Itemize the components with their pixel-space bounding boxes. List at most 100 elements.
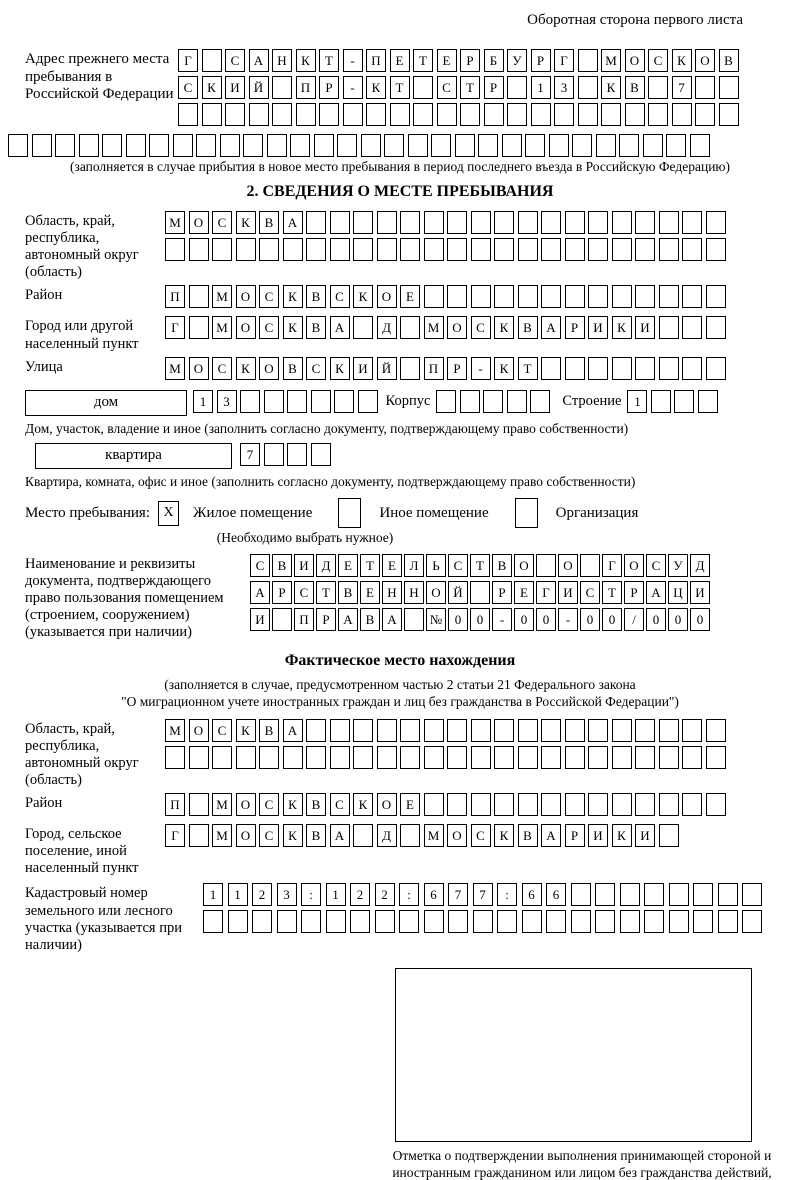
char-cell [400,718,420,742]
char-cell [276,910,297,934]
char-cell [521,910,542,934]
char-cell [472,910,493,934]
char-cell [407,134,428,157]
char-cell [717,883,738,907]
char-cell: 3 [216,389,237,413]
char-cell [447,745,467,769]
char-cell [682,238,702,261]
char-cell [611,793,632,817]
char-cell [325,910,346,934]
char-cell: Т [389,76,410,99]
char-cell [705,793,726,817]
char-cell [494,745,514,769]
char-cell [400,824,420,848]
char-cell: Г [178,49,198,72]
char-cell: 1 [193,389,213,413]
char-cell: Е [514,581,534,605]
char-cell [611,285,632,309]
char-cell: 1 [227,883,248,907]
char-cell [682,316,702,340]
char-cell [178,103,198,126]
char-cell: К [611,824,632,848]
char-cell [658,745,679,769]
char-cell: В [282,356,303,380]
char-cell [460,103,480,126]
char-cell [517,238,538,261]
char-cell [459,389,480,413]
char-cell [517,745,538,769]
char-cell [313,134,334,157]
char-cell [448,910,468,934]
char-cell [400,356,420,380]
char-cell: А [329,824,350,848]
mesto-label: Место пребывания: [25,504,150,521]
char-cell [588,356,608,380]
char-cell [259,238,279,261]
char-cell: 2 [374,883,395,907]
char-cell [588,238,608,261]
char-cell: Р [624,581,644,605]
char-cell: И [250,608,270,632]
char-cell [423,238,444,261]
char-cell: С [212,211,232,234]
char-cell [102,134,122,157]
char-cell [577,76,598,99]
char-cell [635,718,655,742]
char-cell: О [447,316,467,340]
char-cell: А [338,608,358,632]
char-cell [431,134,451,157]
char-cell [212,745,232,769]
fact-title: Фактическое место нахождения [284,651,516,669]
char-cell [470,718,491,742]
char-cell [165,745,185,769]
char-cell: Ц [668,581,688,605]
char-cell [577,103,598,126]
char-cell [705,718,726,742]
char-cell: В [306,316,326,340]
char-cell: С [646,554,666,578]
char-cell [705,356,726,380]
char-cell: К [494,316,514,340]
char-cell: К [295,49,316,72]
char-cell [188,824,209,848]
char-cell [282,238,303,261]
char-cell [695,103,715,126]
char-cell [212,238,232,261]
fact-oblast-row-2 [165,745,726,769]
char-cell [423,745,444,769]
char-cell: А [541,824,561,848]
char-cell: 0 [668,608,688,632]
char-cell [588,285,608,309]
char-cell: С [470,824,491,848]
char-cell [494,718,514,742]
char-cell: У [507,49,527,72]
char-cell: 1 [530,76,551,99]
char-cell [235,238,256,261]
char-cell: О [235,285,256,309]
char-cell: 6 [521,883,542,907]
char-cell [530,389,551,413]
char-cell [252,910,272,934]
char-cell: В [306,793,326,817]
char-cell: Т [316,581,336,605]
char-cell: Р [316,608,336,632]
char-cell: М [212,316,232,340]
char-cell [717,910,738,934]
char-cell: Р [530,49,551,72]
char-cell: - [470,356,491,380]
char-cell: Т [319,49,339,72]
char-cell [682,745,702,769]
char-cell [619,910,640,934]
char-cell: Д [316,554,336,578]
char-cell: И [635,316,655,340]
char-cell: 3 [276,883,297,907]
char-cell: К [235,211,256,234]
document-block: Наименование и реквизиты документа, подт… [25,554,775,642]
stroenie-cells: 1 [627,389,718,413]
char-cell [470,581,490,605]
